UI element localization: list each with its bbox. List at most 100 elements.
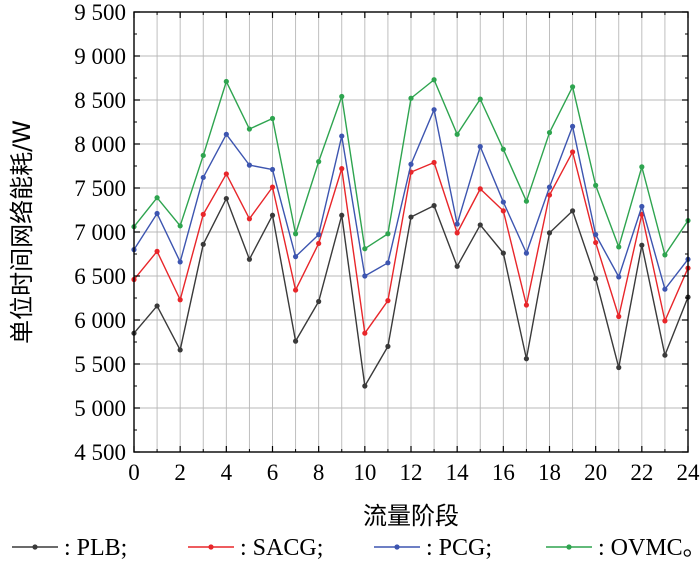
data-point-pcg xyxy=(431,107,437,113)
series-sacg xyxy=(131,149,691,336)
data-point-plb xyxy=(200,241,206,247)
y-tick-label: 7 000 xyxy=(74,220,126,245)
data-point-plb xyxy=(500,250,506,256)
data-point-sacg xyxy=(616,313,622,320)
legend-item-ovmc: : OVMC。 xyxy=(546,535,700,561)
series-layer xyxy=(131,77,691,389)
data-point-pcg xyxy=(292,254,299,260)
x-tick-label: 2 xyxy=(174,460,186,485)
legend-label: : SACG; xyxy=(240,535,323,561)
y-tick-label: 8 500 xyxy=(74,88,126,113)
data-point-pcg xyxy=(408,161,414,167)
data-point-sacg xyxy=(546,192,553,198)
series-plb xyxy=(131,195,691,389)
series-pcg xyxy=(131,107,691,292)
data-point-pcg xyxy=(454,221,460,227)
x-tick-label: 24 xyxy=(677,460,700,485)
data-point-plb xyxy=(339,212,345,218)
data-point-plb xyxy=(362,383,368,389)
data-point-sacg xyxy=(385,298,391,304)
data-point-pcg xyxy=(362,273,368,279)
data-point-plb xyxy=(454,263,460,269)
legend-label: : OVMC。 xyxy=(598,535,700,561)
data-point-pcg xyxy=(154,210,160,217)
data-point-ovmc xyxy=(593,182,599,188)
legend-label: : PLB; xyxy=(64,535,127,561)
data-point-sacg xyxy=(454,230,460,236)
data-point-pcg xyxy=(616,274,622,280)
data-point-sacg xyxy=(154,248,160,254)
data-point-sacg xyxy=(477,186,483,192)
data-point-ovmc xyxy=(523,198,530,204)
legend-swatch-marker xyxy=(32,544,38,550)
x-tick-label: 14 xyxy=(446,460,470,485)
data-point-pcg xyxy=(223,131,229,137)
data-point-plb xyxy=(316,298,322,305)
x-tick-label: 4 xyxy=(221,460,233,485)
x-tick-label: 10 xyxy=(353,460,376,485)
data-point-pcg xyxy=(500,199,506,205)
data-point-sacg xyxy=(431,159,437,166)
data-point-sacg xyxy=(223,171,229,177)
data-point-pcg xyxy=(662,286,668,292)
y-tick-label: 9 500 xyxy=(74,0,126,25)
data-point-ovmc xyxy=(477,96,483,102)
legend-item-plb: : PLB; xyxy=(12,535,127,561)
x-tick-label: 16 xyxy=(492,460,515,485)
data-point-pcg xyxy=(177,259,183,265)
data-point-sacg xyxy=(246,216,253,222)
data-point-sacg xyxy=(593,239,599,246)
data-point-ovmc xyxy=(408,95,414,101)
series-ovmc xyxy=(131,77,691,258)
data-point-sacg xyxy=(200,211,206,217)
legend-item-sacg: : SACG; xyxy=(188,535,323,561)
data-point-ovmc xyxy=(177,223,183,229)
data-point-ovmc xyxy=(569,84,576,90)
data-point-sacg xyxy=(523,302,530,308)
legend-swatch-marker xyxy=(394,544,400,550)
data-point-sacg xyxy=(316,240,322,247)
data-point-ovmc xyxy=(616,244,622,250)
y-tick-label: 8 000 xyxy=(74,132,126,157)
legend: : PLB;: SACG;: PCG;: OVMC。 xyxy=(12,535,700,561)
data-point-plb xyxy=(546,230,553,236)
data-point-pcg xyxy=(316,232,322,238)
x-axis-title: 流量阶段 xyxy=(363,502,459,530)
x-tick-label: 12 xyxy=(400,460,423,485)
data-point-pcg xyxy=(639,203,645,210)
legend-swatch-marker xyxy=(566,544,572,550)
data-point-plb xyxy=(616,364,622,371)
data-point-ovmc xyxy=(269,115,276,122)
data-point-pcg xyxy=(477,144,483,150)
data-point-ovmc xyxy=(200,152,206,159)
data-point-ovmc xyxy=(431,77,437,83)
data-point-sacg xyxy=(292,287,299,293)
y-tick-label: 5 000 xyxy=(74,396,126,421)
data-point-ovmc xyxy=(292,231,299,237)
data-point-pcg xyxy=(593,232,599,238)
x-tick-label: 8 xyxy=(313,460,325,485)
data-point-plb xyxy=(269,212,276,218)
data-point-plb xyxy=(246,256,253,262)
data-point-ovmc xyxy=(154,195,160,201)
data-point-ovmc xyxy=(385,231,391,237)
data-point-sacg xyxy=(269,184,276,190)
x-tick-label: 6 xyxy=(267,460,279,485)
y-tick-label: 7 500 xyxy=(74,176,126,201)
data-point-ovmc xyxy=(223,78,229,85)
data-point-pcg xyxy=(546,184,553,190)
y-tick-label: 5 500 xyxy=(74,352,126,377)
data-point-sacg xyxy=(362,330,368,336)
y-axis-title: 单位时间网络能耗/W xyxy=(8,120,36,344)
data-point-plb xyxy=(662,352,668,358)
data-point-ovmc xyxy=(339,93,345,100)
x-tick-label: 18 xyxy=(538,460,561,485)
data-point-plb xyxy=(431,203,437,209)
data-point-pcg xyxy=(385,260,391,266)
data-point-pcg xyxy=(339,133,345,139)
x-tick-label: 0 xyxy=(128,460,140,485)
data-point-plb xyxy=(408,214,414,220)
x-tick-label: 20 xyxy=(584,460,607,485)
data-point-pcg xyxy=(523,250,530,256)
data-point-ovmc xyxy=(246,126,253,132)
